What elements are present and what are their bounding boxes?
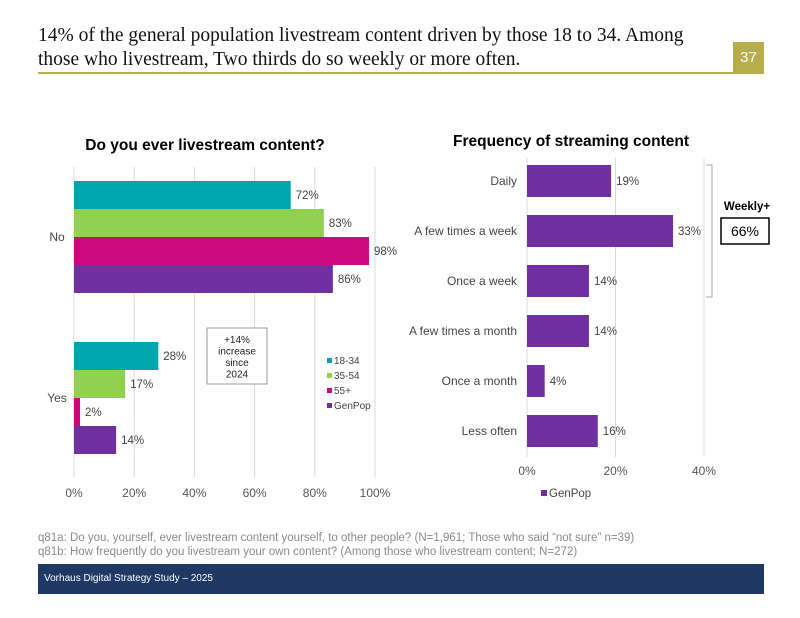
chart2-bar — [527, 215, 674, 247]
chart1-legend-swatch — [327, 403, 332, 408]
chart1-x-tick-label: 0% — [65, 486, 83, 500]
chart1-category-label: No — [49, 230, 65, 244]
chart2-data-label: 14% — [594, 326, 617, 338]
title-divider — [38, 72, 764, 74]
chart1-legend-swatch — [327, 373, 332, 378]
note-q81a: q81a: Do you, yourself, ever livestream … — [38, 532, 635, 544]
chart1-bar — [74, 237, 369, 265]
chart1-data-label: 28% — [163, 351, 186, 363]
chart2-category-label: A few times a month — [409, 324, 517, 338]
chart1-legend-swatch — [327, 358, 332, 363]
weekly-value-box — [720, 217, 770, 245]
chart1-x-tick-label: 20% — [122, 486, 146, 500]
chart1-x-tick-label: 80% — [303, 486, 327, 500]
chart1-x-tick-label: 40% — [182, 486, 206, 500]
slide-title: 14% of the general population livestream… — [38, 25, 684, 70]
chart2-x-tick-label: 40% — [692, 464, 716, 478]
footer-text: Vorhaus Digital Strategy Study – 2025 — [44, 573, 213, 584]
chart2-bar — [527, 365, 545, 397]
chart1-data-label: 2% — [85, 407, 102, 419]
chart1-data-label: 72% — [296, 190, 319, 202]
chart1-legend-swatch — [327, 388, 332, 393]
chart2-bar — [527, 415, 598, 447]
chart1-bar — [74, 265, 333, 293]
chart1-data-label: 98% — [374, 246, 397, 258]
chart2-category-label: A few times a week — [414, 224, 518, 238]
chart1-annotation-text: 2024 — [226, 370, 249, 381]
chart1-annotation-text: since — [225, 358, 249, 369]
chart1-legend-label: 18-34 — [334, 356, 360, 367]
chart1-annotation-text: +14% — [224, 335, 250, 346]
chart1-data-label: 86% — [338, 274, 361, 286]
chart2-data-label: 19% — [616, 176, 639, 188]
survey-notes: q81a: Do you, yourself, ever livestream … — [38, 531, 634, 559]
chart1-annotation-box — [206, 327, 268, 385]
chart1-data-label: 17% — [130, 379, 153, 391]
chart2-category-label: Less often — [462, 424, 517, 438]
chart1-bar — [74, 398, 81, 426]
chart1-legend-label: GenPop — [334, 401, 371, 412]
page-number-badge: 37 — [733, 42, 764, 73]
chart2-data-label: 33% — [678, 226, 701, 238]
chart2-bar — [527, 165, 612, 197]
chart1-annotation-text: increase — [218, 347, 256, 358]
chart1-bar — [74, 370, 126, 398]
chart1-bar — [74, 181, 291, 209]
footer-bar: Vorhaus Digital Strategy Study – 2025 — [38, 564, 764, 594]
chart1-legend-label: 35-54 — [334, 371, 360, 382]
chart1-data-label: 14% — [121, 435, 144, 447]
chart2-category-label: Daily — [490, 174, 517, 188]
chart2-category-label: Once a month — [442, 374, 517, 388]
chart1-legend-label: 55+ — [334, 386, 351, 397]
chart2-legend-label: GenPop — [549, 488, 591, 500]
chart1-bar — [74, 426, 117, 454]
chart1-data-label: 83% — [329, 218, 352, 230]
chart1-category-label: Yes — [47, 391, 67, 405]
chart2-data-label: 16% — [603, 426, 626, 438]
chart1-title: Do you ever livestream content? — [85, 137, 324, 154]
chart1-x-tick-label: 60% — [243, 486, 267, 500]
chart2-bar — [527, 265, 589, 297]
chart2-data-label: 4% — [550, 376, 567, 388]
weekly-value: 66% — [731, 223, 759, 239]
chart1-bar — [74, 342, 159, 370]
chart1-bar — [74, 209, 324, 237]
chart2-legend-swatch — [541, 490, 547, 496]
chart2-data-label: 14% — [594, 276, 617, 288]
weekly-label: Weekly+ — [724, 201, 770, 213]
chart2-x-tick-label: 20% — [603, 464, 627, 478]
note-q81b: q81b: How frequently do you livestream y… — [38, 546, 578, 558]
chart1-x-tick-label: 100% — [360, 486, 391, 500]
weekly-bracket — [706, 164, 713, 298]
chart2-category-label: Once a week — [447, 274, 518, 288]
chart2-bar — [527, 315, 589, 347]
chart2-x-tick-label: 0% — [518, 464, 536, 478]
chart2-title: Frequency of streaming content — [453, 133, 689, 150]
